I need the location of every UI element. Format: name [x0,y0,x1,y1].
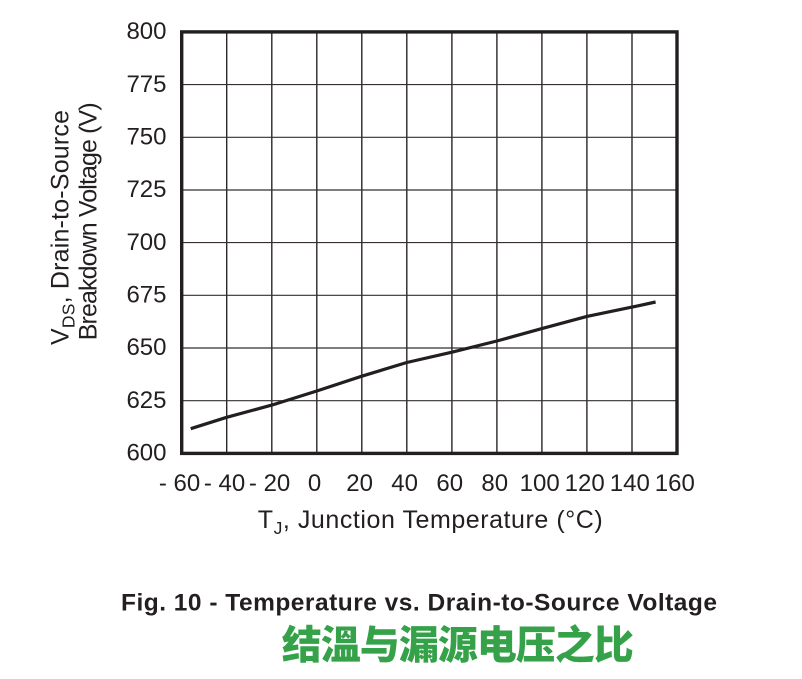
svg-text:- 40: - 40 [204,470,245,497]
svg-text:0: 0 [308,470,321,497]
svg-text:Breakdown Voltage (V): Breakdown Voltage (V) [75,102,103,340]
svg-text:160: 160 [655,470,695,497]
svg-text:80: 80 [481,470,508,497]
svg-text:140: 140 [610,470,650,497]
svg-text:700: 700 [126,229,166,256]
svg-text:675: 675 [126,282,166,309]
svg-text:800: 800 [126,18,166,45]
svg-text:120: 120 [565,470,605,497]
svg-text:725: 725 [126,176,166,203]
svg-text:775: 775 [126,71,166,98]
svg-text:60: 60 [436,470,463,497]
svg-text:- 60: - 60 [159,470,200,497]
svg-text:Fig. 10 - Temperature vs. Drai: Fig. 10 - Temperature vs. Drain-to-Sourc… [121,590,717,617]
svg-text:- 20: - 20 [249,470,290,497]
svg-text:750: 750 [126,124,166,151]
svg-text:100: 100 [520,470,560,497]
svg-text:VDS, Drain-to-Source: VDS, Drain-to-Source [47,110,79,345]
svg-text:650: 650 [126,334,166,361]
svg-text:TJ, Junction Temperature (°C): TJ, Junction Temperature (°C) [258,506,603,538]
svg-text:20: 20 [346,470,373,497]
svg-text:600: 600 [126,440,166,467]
svg-text:40: 40 [391,470,418,497]
svg-text:625: 625 [126,387,166,414]
